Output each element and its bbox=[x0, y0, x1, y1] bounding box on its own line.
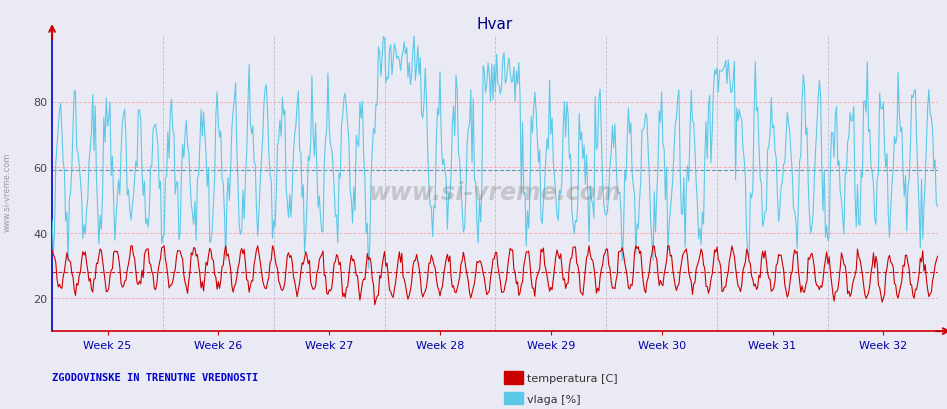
Text: www.si-vreme.com: www.si-vreme.com bbox=[3, 153, 12, 232]
Text: temperatura [C]: temperatura [C] bbox=[527, 373, 617, 383]
Text: vlaga [%]: vlaga [%] bbox=[527, 394, 581, 404]
Title: Hvar: Hvar bbox=[476, 16, 513, 31]
Text: www.si-vreme.com: www.si-vreme.com bbox=[368, 181, 621, 205]
Text: ZGODOVINSKE IN TRENUTNE VREDNOSTI: ZGODOVINSKE IN TRENUTNE VREDNOSTI bbox=[52, 372, 259, 382]
